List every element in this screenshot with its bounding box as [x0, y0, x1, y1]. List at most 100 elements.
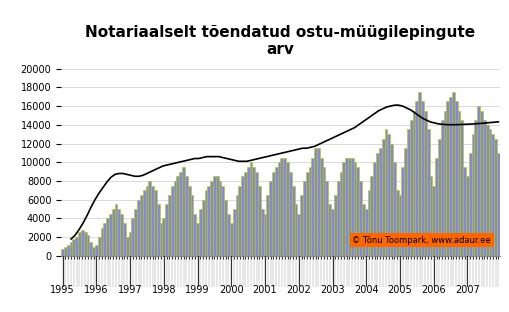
Bar — [274, 167, 277, 256]
Bar — [443, 111, 445, 256]
Bar — [493, 139, 496, 256]
Bar — [249, 162, 252, 256]
Bar — [109, 214, 111, 256]
Bar — [243, 172, 246, 256]
Bar — [280, 158, 283, 256]
Bar — [283, 158, 286, 256]
Bar — [322, 167, 325, 256]
Bar — [123, 223, 126, 256]
Text: © Tõnu Toompark, www.adaur.ee: © Tõnu Toompark, www.adaur.ee — [352, 236, 490, 245]
Bar — [476, 106, 479, 256]
Bar — [254, 172, 258, 256]
Bar — [479, 111, 482, 256]
Bar — [409, 120, 412, 256]
Bar — [440, 120, 443, 256]
Bar — [78, 232, 81, 256]
Bar — [471, 134, 473, 256]
Bar — [417, 92, 420, 256]
Bar — [317, 148, 319, 256]
Bar — [72, 239, 75, 256]
Bar — [89, 242, 92, 256]
Bar — [145, 186, 148, 256]
Bar — [193, 214, 196, 256]
Bar — [117, 209, 120, 256]
Bar — [451, 92, 454, 256]
Bar — [263, 214, 266, 256]
Bar — [277, 162, 280, 256]
Bar — [289, 172, 291, 256]
Bar — [429, 176, 432, 256]
Bar — [308, 167, 311, 256]
Bar — [131, 218, 134, 256]
Bar — [83, 232, 87, 256]
Bar — [465, 176, 468, 256]
Bar — [185, 176, 187, 256]
Bar — [311, 158, 314, 256]
Bar — [392, 162, 395, 256]
Bar — [432, 186, 434, 256]
Bar — [291, 186, 294, 256]
Bar — [412, 111, 415, 256]
Bar — [230, 223, 232, 256]
Bar — [485, 125, 488, 256]
Bar — [345, 158, 347, 256]
Bar — [423, 111, 426, 256]
Bar — [482, 120, 485, 256]
Bar — [134, 209, 137, 256]
Bar — [165, 204, 167, 256]
Bar — [358, 181, 361, 256]
Bar — [398, 195, 401, 256]
Bar — [238, 186, 241, 256]
Bar — [159, 223, 162, 256]
Bar — [67, 245, 70, 256]
Bar — [207, 186, 210, 256]
Bar — [420, 101, 423, 256]
Bar — [339, 172, 342, 256]
Bar — [314, 148, 317, 256]
Text: Notariaalselt tõendatud ostu-müügilepingute
arv: Notariaalselt tõendatud ostu-müügileping… — [86, 25, 474, 57]
Bar — [87, 235, 89, 256]
Bar — [260, 209, 263, 256]
Bar — [356, 167, 358, 256]
Bar — [95, 245, 98, 256]
Bar — [196, 223, 199, 256]
Bar — [120, 214, 123, 256]
Bar — [204, 190, 207, 256]
Bar — [333, 195, 336, 256]
Bar — [364, 209, 367, 256]
Bar — [297, 214, 300, 256]
Bar — [187, 186, 190, 256]
Bar — [426, 129, 429, 256]
Bar — [241, 176, 243, 256]
Bar — [460, 120, 462, 256]
Bar — [151, 186, 154, 256]
Bar — [137, 200, 139, 256]
Bar — [302, 181, 305, 256]
Bar — [294, 204, 297, 256]
Bar — [176, 176, 179, 256]
Bar — [252, 167, 254, 256]
Bar — [227, 214, 230, 256]
Bar — [490, 134, 493, 256]
Bar — [115, 204, 117, 256]
Bar — [162, 218, 165, 256]
Bar — [171, 186, 174, 256]
Bar — [156, 204, 159, 256]
Bar — [325, 181, 328, 256]
Bar — [215, 176, 218, 256]
Bar — [202, 200, 204, 256]
Bar — [336, 181, 339, 256]
Bar — [347, 158, 350, 256]
Bar — [353, 162, 356, 256]
Bar — [406, 129, 409, 256]
Bar — [246, 167, 249, 256]
Bar — [103, 223, 106, 256]
Bar — [389, 144, 392, 256]
Bar — [367, 190, 370, 256]
Bar — [271, 172, 274, 256]
Bar — [64, 247, 67, 256]
Bar — [100, 228, 103, 256]
Bar — [300, 195, 302, 256]
Bar — [221, 186, 224, 256]
Bar — [190, 195, 193, 256]
